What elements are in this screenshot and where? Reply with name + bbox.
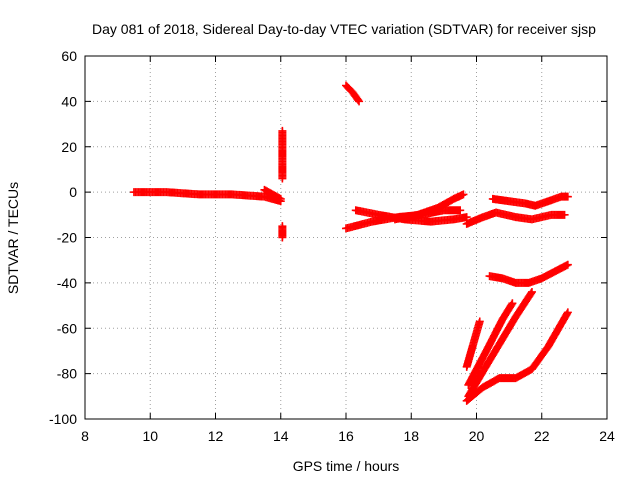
data-point-marker [508,299,517,308]
data-point-marker [560,210,569,219]
series-track-2 [260,185,285,203]
plot-frame [84,55,608,420]
series-track-10 [485,260,572,287]
data-markers [129,81,572,405]
y-tick-label: -20 [57,230,77,246]
data-point-marker [355,97,364,106]
x-tick-label: 16 [338,428,354,444]
series-track-8 [462,208,569,228]
y-tick-label: 0 [69,184,77,200]
data-point-marker [462,213,471,222]
data-point-marker [563,308,572,317]
data-point-marker [456,206,465,215]
y-tick-label: -100 [49,411,77,427]
series-track-13 [464,299,517,389]
x-tick-label: 20 [469,428,485,444]
data-point-marker [527,289,536,298]
series-track-11 [462,317,484,371]
series-track-4 [342,81,364,106]
x-tick-label: 24 [599,428,615,444]
data-point-marker [459,190,468,199]
series-track-1 [129,188,285,206]
data-point-marker [527,287,536,296]
y-tick-label: 40 [61,93,77,109]
x-tick-label: 8 [81,428,89,444]
series-track-3 [278,126,287,242]
y-axis-label: SDTVAR / TECUs [5,182,21,294]
grid [85,56,607,419]
data-point-marker [563,192,572,201]
x-tick-label: 14 [273,428,289,444]
chart-title: Day 081 of 2018, Sidereal Day-to-day VTE… [92,21,596,37]
series-track-7 [390,190,468,224]
data-point-marker [278,233,287,242]
x-tick-label: 22 [534,428,550,444]
x-axis-label: GPS time / hours [293,458,400,474]
y-tick-label: -80 [57,366,77,382]
data-point-marker [507,300,516,309]
series-track-14 [462,308,572,405]
y-tick-label: -60 [57,320,77,336]
series-track-9 [488,192,572,210]
data-point-marker [475,317,484,326]
data-point-marker [563,260,572,269]
data-point-marker [276,194,285,203]
axis-tick-labels: 8 10 12 14 16 18 20 22 24 -100 -80 -60 -40 -20 0 20 40 60 [49,48,615,444]
series-track-12 [464,287,536,401]
y-tick-label: -40 [57,275,77,291]
x-tick-label: 10 [142,428,158,444]
x-tick-label: 18 [403,428,419,444]
x-tick-label: 12 [208,428,224,444]
data-point-marker [278,174,287,183]
data-point-marker [354,96,363,105]
y-tick-label: 60 [61,48,77,64]
y-tick-label: 20 [61,139,77,155]
